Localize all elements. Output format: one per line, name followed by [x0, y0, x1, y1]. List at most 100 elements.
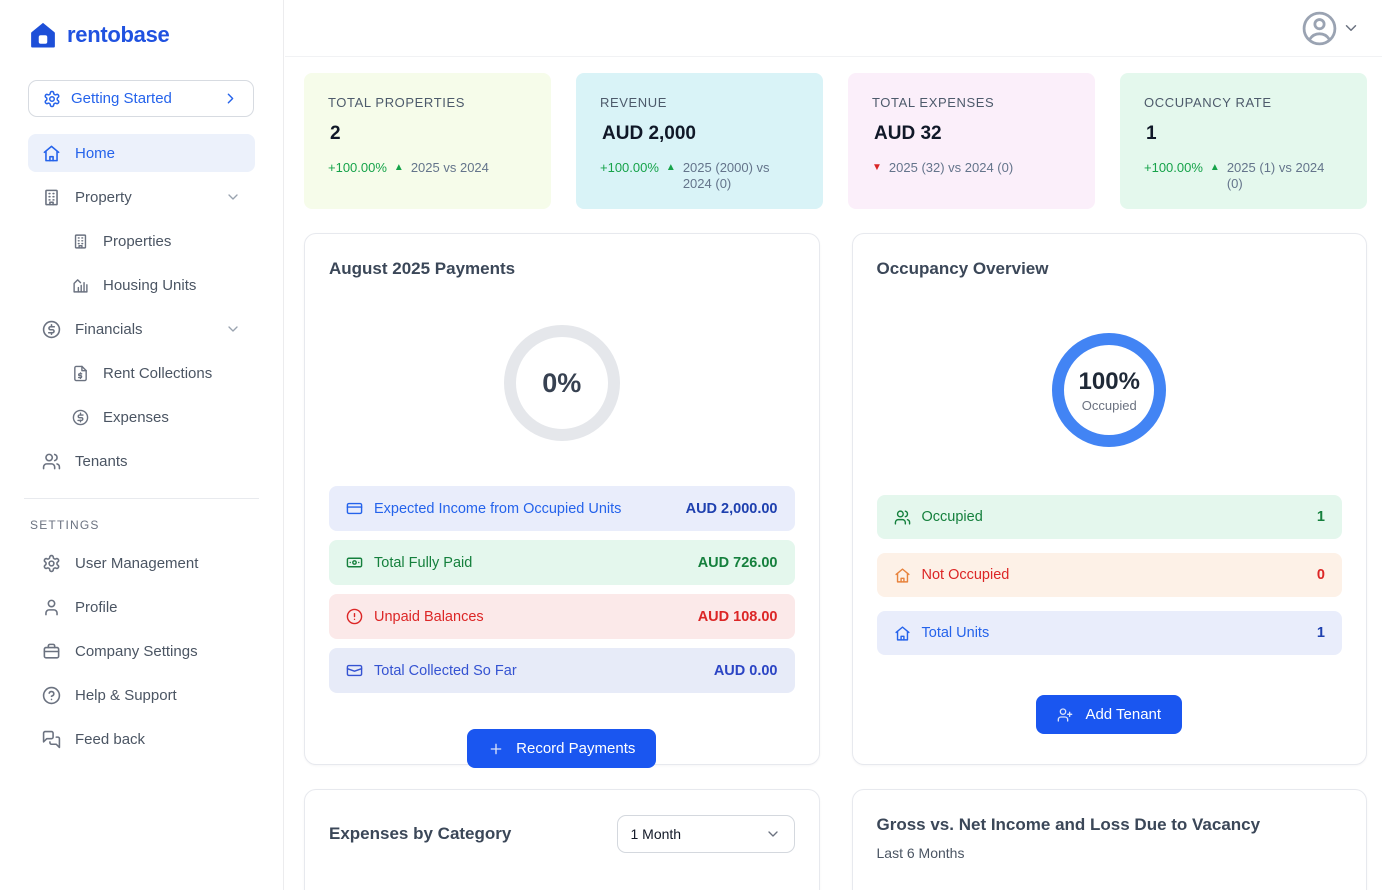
sidebar: rentobase Getting Started Home Property: [0, 0, 284, 890]
occupancy-donut-label: Occupied: [1081, 397, 1137, 413]
stat-value: AUD 32: [874, 123, 942, 144]
row-label: Unpaid Balances: [374, 608, 484, 625]
stat-value: AUD 2,000: [602, 123, 696, 144]
dollar-circle-icon: [42, 320, 61, 339]
payments-row-total-collected: Total Collected So Far AUD 0.00: [329, 648, 795, 693]
stat-change-pct: +100.00%: [328, 160, 387, 175]
sidebar-divider: [24, 498, 259, 499]
payments-rows: Expected Income from Occupied Units AUD …: [329, 486, 795, 693]
sidebar-item-financials[interactable]: Financials: [28, 310, 255, 348]
gross-net-income-subtitle: Last 6 Months: [876, 845, 965, 861]
payments-panel: August 2025 Payments 0% Expected Income …: [304, 233, 820, 768]
sidebar-item-label: Tenants: [75, 452, 128, 470]
sidebar-item-label: Company Settings: [75, 642, 198, 660]
payments-donut-chart: 0%: [503, 325, 620, 441]
users-icon: [42, 452, 61, 471]
add-tenant-button[interactable]: Add Tenant: [1036, 695, 1183, 734]
occupancy-panel: Occupancy Overview 100% Occupied Occupie…: [851, 233, 1367, 765]
sidebar-nav: Home Property Properties Housing Units: [28, 134, 255, 480]
occupancy-row-occupied: Occupied 1: [876, 495, 1342, 539]
gear-icon: [43, 90, 61, 108]
sidebar-item-housing-units[interactable]: Housing Units: [28, 266, 255, 304]
sidebar-item-expenses[interactable]: Expenses: [28, 398, 255, 436]
sidebar-item-label: Feed back: [75, 730, 146, 748]
chat-bubbles-icon: [42, 730, 61, 749]
record-payments-button[interactable]: Record Payments: [467, 729, 657, 768]
expenses-by-category-panel: Expenses by Category 1 Month: [304, 789, 820, 890]
home-icon: [894, 567, 911, 584]
sidebar-item-label: Housing Units: [103, 276, 197, 294]
brand-logo[interactable]: rentobase: [28, 20, 255, 50]
top-bar: [285, 0, 1382, 57]
payments-row-unpaid-balances: Unpaid Balances AUD 108.00: [329, 594, 795, 639]
sidebar-item-label: Profile: [75, 598, 118, 616]
settings-heading: SETTINGS: [30, 518, 100, 532]
stat-comparison: 2025 (2000) vs 2024 (0): [682, 160, 770, 192]
row-value: AUD 108.00: [697, 608, 778, 625]
user-menu[interactable]: [1301, 10, 1360, 47]
expenses-by-category-title: Expenses by Category: [329, 824, 512, 843]
row-value: 0: [1316, 567, 1325, 583]
sidebar-item-tenants[interactable]: Tenants: [28, 442, 255, 480]
sidebar-item-help-support[interactable]: Help & Support: [28, 676, 255, 714]
sidebar-item-label: Rent Collections: [103, 364, 213, 382]
stat-comparison: 2025 (1) vs 2024 (0): [1226, 160, 1325, 192]
stat-card-total-properties: TOTAL PROPERTIES 2 +100.00% ▲ 2025 vs 20…: [304, 73, 551, 209]
row-value: 1: [1316, 509, 1325, 525]
briefcase-icon: [42, 642, 61, 661]
home-icon: [42, 144, 61, 163]
building-icon: [72, 233, 89, 250]
row-value: AUD 726.00: [697, 554, 778, 571]
occupancy-rows: Occupied 1 Not Occupied 0 Total Units 1: [876, 495, 1342, 655]
brand-name: rentobase: [67, 22, 170, 47]
help-circle-icon: [42, 686, 61, 705]
getting-started-button[interactable]: Getting Started: [28, 80, 254, 117]
row-label: Occupied: [921, 509, 983, 525]
sidebar-item-label: Help & Support: [75, 686, 177, 704]
credit-card-icon: [346, 500, 363, 517]
chevron-down-icon: [225, 321, 241, 337]
sidebar-item-home[interactable]: Home: [28, 134, 255, 172]
trend-down-icon: ▼: [872, 162, 882, 173]
stats-row: TOTAL PROPERTIES 2 +100.00% ▲ 2025 vs 20…: [304, 73, 1367, 209]
home-logo-icon: [28, 20, 58, 50]
row-value: AUD 2,000.00: [685, 500, 778, 517]
sidebar-item-user-management[interactable]: User Management: [28, 544, 255, 582]
gross-net-income-title: Gross vs. Net Income and Loss Due to Vac…: [876, 815, 1261, 834]
payments-title: August 2025 Payments: [329, 259, 516, 278]
users-icon: [894, 509, 911, 526]
row-label: Total Fully Paid: [374, 554, 473, 571]
sidebar-item-label: Financials: [75, 320, 143, 338]
alert-circle-icon: [346, 608, 363, 625]
sidebar-item-properties[interactable]: Properties: [28, 222, 255, 260]
occupancy-row-not-occupied: Not Occupied 0: [876, 553, 1342, 597]
sidebar-item-property[interactable]: Property: [28, 178, 255, 216]
sidebar-item-label: Property: [75, 188, 132, 206]
payments-row-expected-income: Expected Income from Occupied Units AUD …: [329, 486, 795, 531]
sidebar-item-profile[interactable]: Profile: [28, 588, 255, 626]
trend-up-icon: ▲: [393, 162, 404, 173]
period-select[interactable]: 1 Month: [616, 815, 795, 853]
row-value: AUD 0.00: [713, 662, 778, 679]
sidebar-item-label: Properties: [103, 232, 172, 250]
occupancy-title: Occupancy Overview: [876, 259, 1049, 278]
sidebar-item-feedback[interactable]: Feed back: [28, 720, 255, 758]
payments-row-fully-paid: Total Fully Paid AUD 726.00: [329, 540, 795, 585]
stat-card-total-expenses: TOTAL EXPENSES AUD 32 ▼ 2025 (32) vs 202…: [848, 73, 1095, 209]
stat-comparison: 2025 vs 2024: [410, 160, 489, 175]
sidebar-item-rent-collections[interactable]: Rent Collections: [28, 354, 255, 392]
avatar-icon: [1301, 10, 1338, 47]
getting-started-label: Getting Started: [71, 90, 172, 107]
housing-units-icon: [72, 277, 89, 294]
stat-label: TOTAL PROPERTIES: [328, 95, 465, 110]
main-content: TOTAL PROPERTIES 2 +100.00% ▲ 2025 vs 20…: [285, 0, 1382, 890]
trend-up-icon: ▲: [1209, 162, 1220, 173]
row-value: 1: [1316, 625, 1325, 641]
gross-net-income-panel: Gross vs. Net Income and Loss Due to Vac…: [851, 789, 1367, 890]
sidebar-item-company-settings[interactable]: Company Settings: [28, 632, 255, 670]
chevron-down-icon: [1342, 19, 1360, 37]
user-icon: [42, 598, 61, 617]
building-icon: [42, 188, 61, 207]
stat-comparison: 2025 (32) vs 2024 (0): [888, 160, 1014, 175]
chevron-down-icon: [225, 189, 241, 205]
